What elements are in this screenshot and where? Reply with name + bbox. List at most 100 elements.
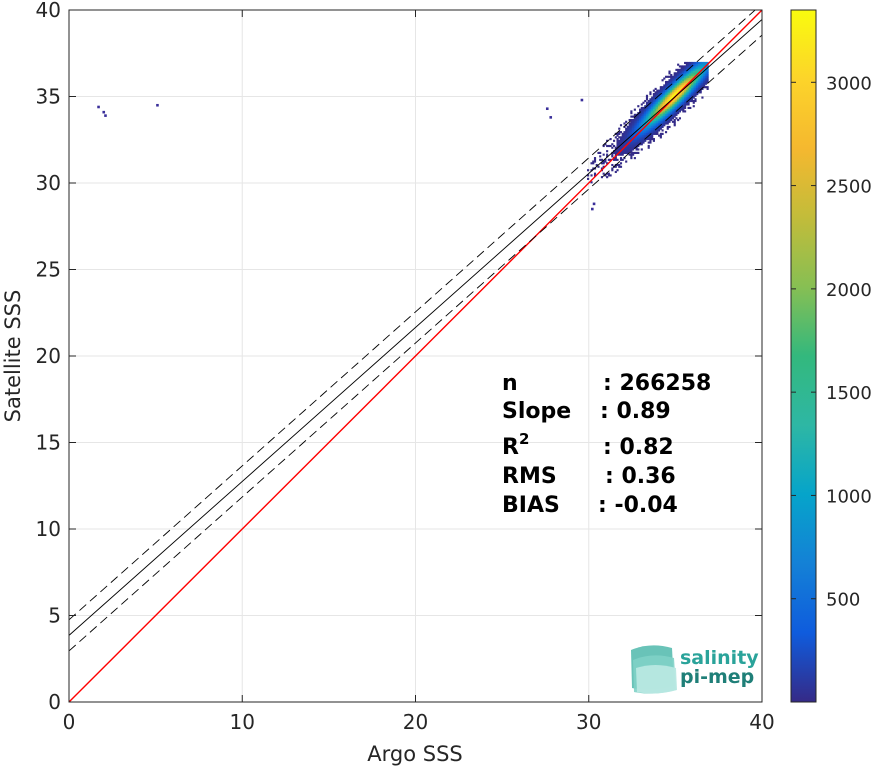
density-cell — [706, 80, 709, 84]
density-cell — [644, 115, 647, 118]
density-cell — [696, 70, 699, 73]
density-cell — [626, 127, 629, 130]
density-cell — [606, 176, 609, 179]
density-cell — [689, 91, 692, 94]
density-cell — [675, 93, 678, 96]
density-cell — [654, 112, 657, 115]
density-cell — [697, 86, 701, 89]
density-cell — [654, 127, 657, 130]
density-cell — [619, 141, 623, 144]
density-cell — [668, 89, 671, 92]
density-cell — [628, 134, 631, 137]
density-cell — [640, 110, 643, 113]
density-cell — [704, 75, 707, 78]
density-cell — [632, 144, 635, 148]
density-cell — [645, 131, 649, 134]
density-cell — [635, 138, 638, 141]
density-cell — [675, 113, 678, 116]
density-cell — [649, 103, 652, 106]
outlier-point — [591, 207, 594, 211]
density-cell — [633, 138, 636, 141]
density-cell — [684, 89, 687, 92]
density-cell — [638, 136, 642, 139]
density-cell — [637, 120, 640, 123]
density-cell — [606, 144, 609, 148]
density-cell — [675, 91, 678, 94]
density-cell — [659, 87, 662, 90]
x-tick-label: 20 — [403, 710, 428, 734]
density-cell — [590, 181, 593, 184]
density-cell — [699, 87, 702, 90]
density-cell — [687, 68, 690, 71]
density-cell — [673, 99, 676, 103]
density-cell — [682, 106, 685, 110]
density-cell — [694, 74, 697, 77]
density-cell — [675, 74, 678, 77]
density-cell — [671, 117, 675, 120]
density-cell — [666, 99, 669, 103]
density-cell — [666, 110, 669, 113]
density-cell — [637, 117, 640, 120]
density-cell — [638, 125, 642, 129]
density-cell — [684, 80, 687, 84]
density-cell — [664, 112, 668, 115]
density-cell — [685, 89, 688, 92]
density-cell — [607, 144, 610, 148]
density-cell — [697, 67, 701, 70]
density-cell — [670, 98, 673, 101]
density-cell — [673, 72, 676, 75]
density-cell — [659, 112, 662, 115]
density-cell — [614, 151, 617, 154]
density-cell — [649, 118, 652, 122]
density-cell — [647, 106, 650, 110]
density-cell — [684, 105, 687, 108]
stat-slope-value: : 0.89 — [600, 399, 671, 424]
density-cell — [673, 84, 676, 87]
density-cell — [668, 118, 671, 122]
density-cell — [652, 124, 655, 127]
density-cell — [664, 110, 668, 113]
density-cell — [649, 106, 652, 110]
density-cell — [644, 129, 647, 132]
density-cell — [694, 68, 697, 71]
density-cell — [659, 89, 662, 92]
density-cell — [619, 162, 623, 165]
density-cell — [677, 103, 680, 106]
density-cell — [645, 117, 649, 120]
density-cell — [621, 158, 624, 161]
density-cell — [607, 158, 610, 161]
density-cell — [630, 141, 633, 144]
density-cell — [671, 89, 675, 92]
density-cell — [602, 162, 605, 165]
density-cell — [642, 120, 645, 123]
density-cell — [703, 74, 706, 77]
density-cell — [684, 91, 687, 94]
density-cell — [692, 94, 695, 97]
density-cell — [623, 150, 626, 153]
density-cell — [645, 112, 649, 115]
density-cell — [666, 96, 669, 99]
density-cell — [692, 72, 695, 75]
line-identity — [69, 10, 762, 702]
density-cell — [656, 118, 659, 122]
density-cell — [628, 153, 631, 156]
density-cell — [644, 124, 647, 127]
density-cell — [690, 72, 694, 75]
density-cell — [677, 68, 680, 71]
density-cell — [694, 80, 697, 84]
density-cell — [670, 80, 673, 84]
density-cell — [678, 94, 681, 97]
density-cell — [604, 160, 607, 163]
density-cell — [587, 177, 590, 180]
density-cell — [661, 87, 664, 90]
density-cell — [642, 132, 645, 135]
density-cell — [645, 96, 649, 99]
density-cell — [593, 174, 597, 177]
density-cell — [651, 124, 654, 127]
density-cell — [689, 65, 692, 68]
density-cell — [642, 110, 645, 113]
density-cell — [690, 67, 694, 70]
density-cell — [616, 139, 619, 142]
density-cell — [668, 93, 671, 96]
density-cell — [621, 151, 624, 154]
